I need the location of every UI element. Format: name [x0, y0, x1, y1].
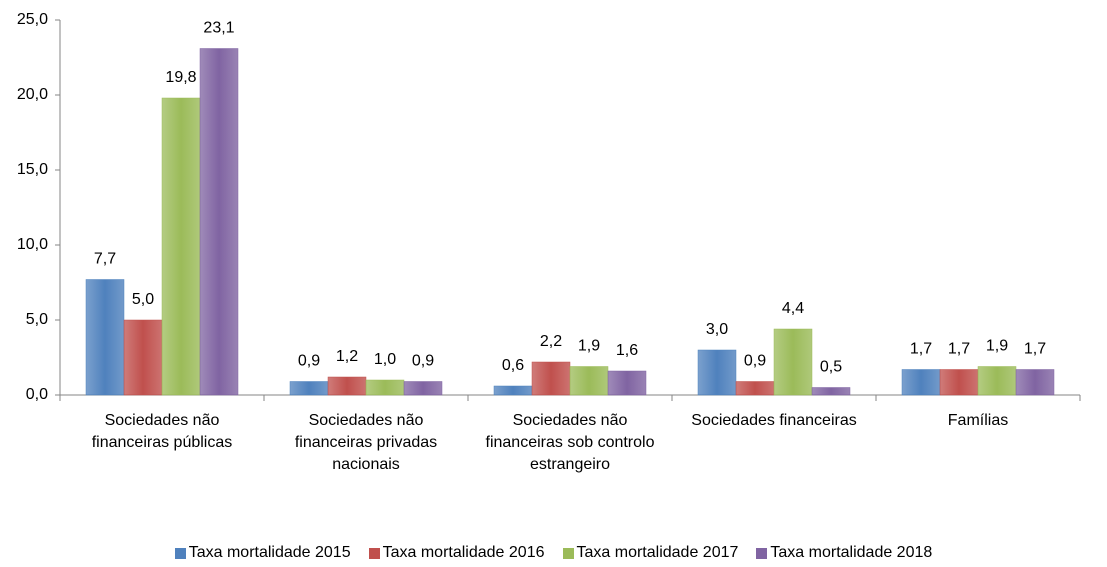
legend-label: Taxa mortalidade 2017 [576, 544, 739, 561]
legend-item: Taxa mortalidade 2017 [562, 544, 739, 562]
bar [493, 385, 533, 396]
bar [403, 381, 443, 396]
y-tick-label: 15,0 [17, 161, 48, 178]
data-label: 0,5 [820, 359, 842, 376]
bar [901, 369, 941, 396]
legend-label: Taxa mortalidade 2015 [188, 544, 351, 561]
data-label: 19,8 [165, 69, 196, 86]
legend-swatch [174, 547, 186, 559]
y-tick-label: 5,0 [26, 311, 48, 328]
bar [161, 97, 201, 396]
bar [199, 48, 239, 396]
legend-item: Taxa mortalidade 2016 [368, 544, 545, 562]
data-label: 1,6 [616, 342, 638, 359]
legend-swatch [756, 547, 768, 559]
legend-label: Taxa mortalidade 2018 [770, 544, 933, 561]
bar [811, 387, 851, 396]
data-label: 3,0 [706, 321, 728, 338]
bar [327, 376, 367, 396]
bar [607, 370, 647, 396]
data-label: 7,7 [94, 251, 116, 268]
bar [365, 379, 405, 396]
data-label: 23,1 [203, 20, 234, 37]
data-label: 1,9 [986, 338, 1008, 355]
legend-label: Taxa mortalidade 2016 [382, 544, 545, 561]
data-label: 1,7 [948, 341, 970, 358]
x-tick-label: Famílias [947, 412, 1009, 429]
y-tick-label: 10,0 [17, 236, 48, 253]
x-tick-label: Sociedades não financeiras públicas [91, 412, 233, 451]
y-tick-label: 25,0 [17, 11, 48, 28]
data-label: 1,2 [336, 348, 358, 365]
data-label: 1,9 [578, 338, 600, 355]
data-label: 1,0 [374, 351, 396, 368]
y-tick-label: 0,0 [26, 386, 48, 403]
data-label: 0,9 [744, 353, 766, 370]
x-tick-label: Sociedades não financeiras sob controlo … [485, 412, 655, 473]
x-tick-label: Sociedades não financeiras privadas naci… [294, 412, 438, 473]
legend-item: Taxa mortalidade 2018 [756, 544, 932, 562]
legend: Taxa mortalidade 2015 Taxa mortalidade 20… [0, 544, 1107, 562]
bar [123, 319, 163, 396]
legend-swatch [368, 547, 380, 559]
x-tick-label: Sociedades financeiras [691, 412, 857, 429]
data-label: 0,6 [502, 357, 524, 374]
bar [697, 349, 737, 396]
data-label: 1,7 [1024, 341, 1046, 358]
bar [939, 369, 979, 396]
bar [569, 366, 609, 396]
y-tick-label: 20,0 [17, 86, 48, 103]
bar [531, 361, 571, 396]
bar [85, 279, 125, 396]
data-label: 0,9 [298, 353, 320, 370]
legend-swatch [562, 547, 574, 559]
data-label: 5,0 [132, 291, 154, 308]
bar [1015, 369, 1055, 396]
data-label: 2,2 [540, 333, 562, 350]
bar [289, 381, 329, 396]
bar [977, 366, 1017, 396]
legend-item: Taxa mortalidade 2015 [174, 544, 351, 562]
data-label: 0,9 [412, 353, 434, 370]
data-label: 1,7 [910, 341, 932, 358]
data-label: 4,4 [782, 300, 804, 317]
bar [735, 381, 775, 396]
bar [773, 328, 813, 396]
